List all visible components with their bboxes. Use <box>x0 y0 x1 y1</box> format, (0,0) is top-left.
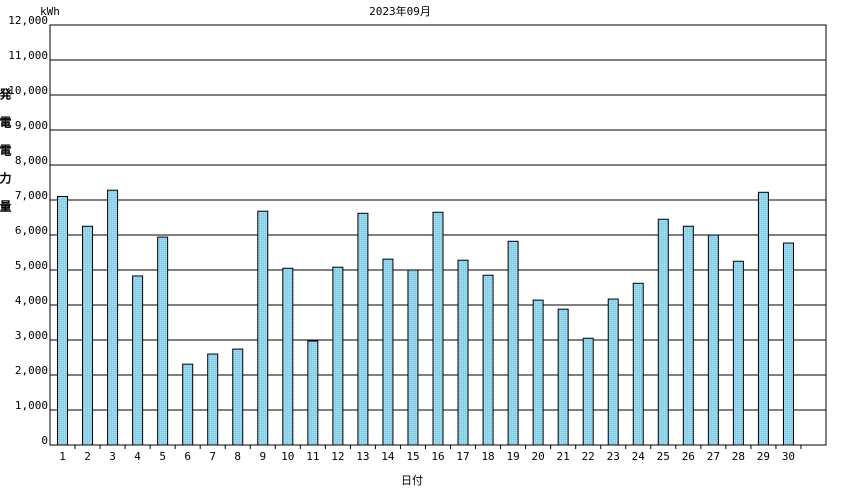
y-tick-label: 12,000 <box>8 14 48 27</box>
bar <box>232 348 244 446</box>
x-tick-label: 25 <box>657 450 670 463</box>
x-tick-label: 23 <box>607 450 620 463</box>
x-tick-label: 3 <box>109 450 116 463</box>
x-tick-label: 4 <box>134 450 141 463</box>
x-tick-label: 26 <box>682 450 695 463</box>
bar <box>182 363 194 446</box>
x-tick-label: 12 <box>331 450 344 463</box>
bar <box>132 275 144 446</box>
unit-label: kWh <box>40 5 60 18</box>
y-tick-label: 10,000 <box>8 84 48 97</box>
bar <box>732 260 744 446</box>
x-tick-label: 20 <box>532 450 545 463</box>
x-tick-label: 13 <box>356 450 369 463</box>
y-tick-label: 3,000 <box>15 329 48 342</box>
bar <box>557 308 569 446</box>
y-tick-label: 11,000 <box>8 49 48 62</box>
bar <box>582 337 594 446</box>
bar <box>332 266 344 446</box>
bar <box>532 299 544 446</box>
x-tick-label: 28 <box>732 450 745 463</box>
bar <box>382 258 394 446</box>
x-tick-label: 24 <box>632 450 646 463</box>
x-tick-label: 27 <box>707 450 720 463</box>
x-tick-label: 21 <box>557 450 570 463</box>
y-tick-label: 1,000 <box>15 399 48 412</box>
bar <box>82 225 94 446</box>
y-tick-label: 6,000 <box>15 224 48 237</box>
bar <box>707 234 719 446</box>
x-tick-label: 11 <box>306 450 319 463</box>
y-tick-label: 5,000 <box>15 259 48 272</box>
bar <box>432 211 444 446</box>
bar <box>482 274 494 446</box>
bar <box>607 298 619 446</box>
x-tick-label: 18 <box>481 450 494 463</box>
y-tick-label: 7,000 <box>15 189 48 202</box>
x-tick-label: 2 <box>84 450 91 463</box>
bar <box>307 340 319 446</box>
bar <box>682 225 694 446</box>
bar <box>357 212 369 446</box>
bar <box>407 269 419 446</box>
bar <box>457 259 469 446</box>
bar <box>757 191 769 446</box>
y-tick-label: 2,000 <box>15 364 48 377</box>
x-tick-label: 16 <box>431 450 444 463</box>
x-tick-label: 17 <box>456 450 469 463</box>
x-tick-label: 6 <box>184 450 191 463</box>
bar <box>107 189 119 446</box>
x-tick-label: 30 <box>782 450 795 463</box>
bar <box>257 210 269 446</box>
x-tick-label: 7 <box>209 450 216 463</box>
chart-title: 2023年09月 <box>369 4 431 18</box>
x-tick-label: 1 <box>59 450 66 463</box>
bar <box>782 242 794 446</box>
x-tick-label: 29 <box>757 450 770 463</box>
x-tick-label: 22 <box>582 450 595 463</box>
x-axis-label: 日付 <box>401 474 423 487</box>
bar <box>57 196 69 446</box>
bar <box>657 218 669 446</box>
x-tick-label: 10 <box>281 450 294 463</box>
y-tick-label: 4,000 <box>15 294 48 307</box>
x-tick-label: 5 <box>159 450 166 463</box>
bar <box>282 267 294 446</box>
x-tick-label: 19 <box>506 450 519 463</box>
bar <box>507 240 519 446</box>
bar <box>632 282 644 446</box>
bar <box>207 353 219 446</box>
y-tick-label: 8,000 <box>15 154 48 167</box>
x-tick-label: 14 <box>381 450 395 463</box>
x-tick-label: 8 <box>234 450 241 463</box>
y-tick-label: 0 <box>41 434 48 447</box>
x-tick-label: 15 <box>406 450 419 463</box>
y-tick-label: 9,000 <box>15 119 48 132</box>
bar <box>157 236 169 446</box>
y-axis-label: 発電電力量 <box>0 88 12 228</box>
x-tick-label: 9 <box>259 450 266 463</box>
